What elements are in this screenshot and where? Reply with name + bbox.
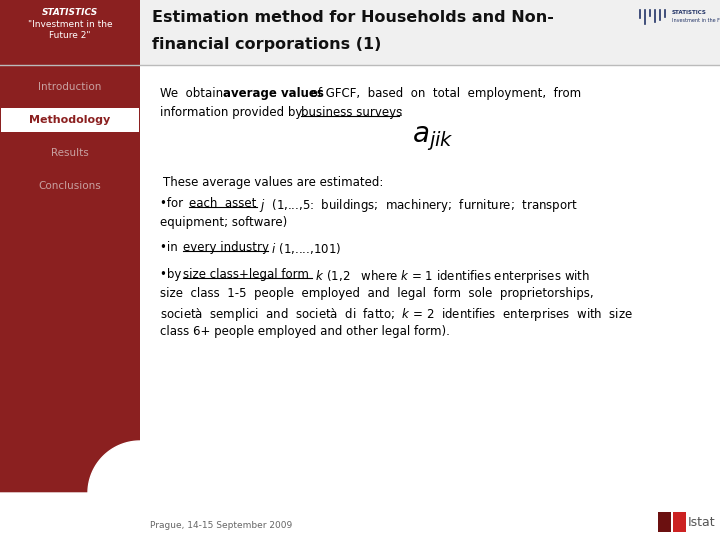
Text: "Investment in the: "Investment in the	[27, 20, 112, 29]
Text: We  obtain: We obtain	[160, 87, 227, 100]
Text: Methodology: Methodology	[30, 115, 111, 125]
Text: $j$  (1,...,5:  buildings;  machinery;  furniture;  transport: $j$ (1,...,5: buildings; machinery; furn…	[257, 197, 577, 214]
Bar	[658, 512, 671, 532]
Text: size class+legal form: size class+legal form	[183, 268, 309, 281]
Text: financial corporations (1): financial corporations (1)	[152, 37, 382, 52]
Text: $i$ (1,....,101): $i$ (1,....,101)	[268, 241, 341, 256]
Text: Results: Results	[51, 148, 89, 158]
Text: :: :	[399, 106, 403, 119]
Text: Future 2": Future 2"	[49, 31, 91, 40]
Text: •by: •by	[160, 268, 189, 281]
Text: information provided by: information provided by	[160, 106, 306, 119]
Text: Istat: Istat	[688, 516, 716, 529]
Polygon shape	[0, 441, 140, 540]
Bar	[673, 512, 686, 532]
Text: $k$ (1,2   where $k$ = 1 identifies enterprises with: $k$ (1,2 where $k$ = 1 identifies enterp…	[312, 268, 590, 285]
Text: class 6+ people employed and other legal form).: class 6+ people employed and other legal…	[160, 325, 450, 338]
Text: •in: •in	[160, 241, 185, 254]
Text: every industry: every industry	[183, 241, 269, 254]
Text: Estimation method for Households and Non-: Estimation method for Households and Non…	[152, 10, 554, 25]
Bar	[140, 0, 720, 65]
Text: equipment; software): equipment; software)	[160, 216, 287, 229]
Text: each  asset: each asset	[189, 197, 256, 210]
Bar	[0, 0, 140, 540]
Text: STATISTICS: STATISTICS	[672, 10, 707, 15]
Text: business surveys: business surveys	[301, 106, 402, 119]
Text: size  class  1-5  people  employed  and  legal  form  sole  proprietorships,: size class 1-5 people employed and legal…	[160, 287, 593, 300]
Text: These average values are estimated:: These average values are estimated:	[163, 176, 383, 189]
Bar	[1, 108, 139, 132]
Text: società  semplici  and  società  di  fatto;  $k$ = 2  identifies  enterprises  w: società semplici and società di fatto; $…	[160, 306, 633, 323]
Text: •for: •for	[160, 197, 191, 210]
Text: STATISTICS: STATISTICS	[42, 8, 98, 17]
Text: Conclusions: Conclusions	[39, 181, 102, 191]
Text: of GFCF,  based  on  total  employment,  from: of GFCF, based on total employment, from	[307, 87, 581, 100]
Text: Introduction: Introduction	[38, 82, 102, 92]
Text: average values: average values	[223, 87, 324, 100]
Text: Investment in the Future 2: Investment in the Future 2	[672, 18, 720, 23]
Text: $a_{jik}$: $a_{jik}$	[412, 125, 454, 153]
Text: Prague, 14-15 September 2009: Prague, 14-15 September 2009	[150, 521, 292, 530]
